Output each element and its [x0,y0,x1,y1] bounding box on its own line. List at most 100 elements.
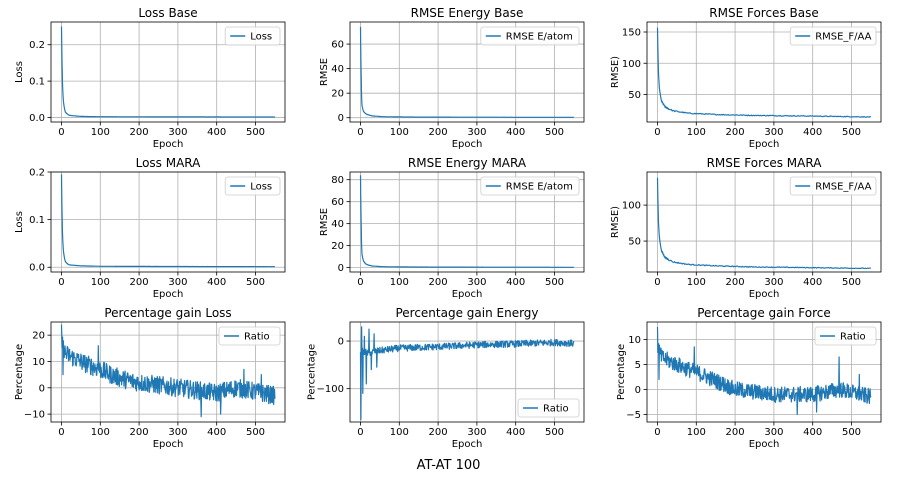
x-tick-label: 400 [803,127,822,138]
y-axis-label: Percentage [14,344,25,400]
subplot-4: 0 100 200 300 400 500 0.0 0.1 0.2 Loss MARA Epoch L… [14,156,286,300]
x-tick-label: 100 [687,427,706,438]
x-tick-label: 300 [467,277,486,288]
x-tick-label: 100 [687,277,706,288]
x-axis-label: Epoch [452,289,483,300]
x-tick-label: 400 [506,427,525,438]
x-axis-label: Epoch [749,289,780,300]
x-tick-label: 0 [357,127,363,138]
legend: Loss [224,26,281,46]
legend-label: RMSE_F/AA [815,182,871,193]
x-tick-label: 200 [429,277,448,288]
legend-label: RMSE_F/AA [815,32,871,43]
y-tick-label: 150 [622,28,641,39]
x-axis-label: Epoch [749,439,780,450]
axes-frame [349,171,585,273]
x-tick-label: 500 [842,427,861,438]
y-tick-label: 50 [628,90,641,101]
y-tick-label: 5 [635,360,641,371]
y-tick-label: 40 [331,64,344,75]
legend-box [218,326,281,346]
y-tick-label: 0 [635,385,641,396]
axes-frame [50,321,286,423]
x-tick-label: 500 [545,277,564,288]
y-axis-label: RMSE) [610,56,621,88]
x-tick-label: 0 [654,127,660,138]
subplot-title: RMSE Forces MARA [707,156,823,170]
x-tick-label: 300 [467,127,486,138]
x-tick-label: 300 [764,427,783,438]
legend-box [517,398,580,418]
subplot-title: RMSE Forces Base [709,6,818,20]
x-tick-label: 500 [246,127,265,138]
y-axis-label: Percentage [306,344,317,400]
x-tick-label: 0 [357,427,363,438]
axes-frame [646,321,882,423]
y-tick-label: 60 [331,40,344,51]
axes-frame [646,171,882,273]
legend-label: Loss [250,182,272,193]
x-tick-label: 200 [726,127,745,138]
series-line-3 [656,27,872,118]
x-tick-label: 200 [130,277,149,288]
y-tick-label: 80 [331,175,344,186]
legend: RMSE_F/AA [789,26,877,46]
x-tick-label: 100 [390,277,409,288]
series-line-8 [359,326,575,421]
y-tick-label: 0.0 [29,113,45,124]
x-tick-label: 200 [130,427,149,438]
subplot-8: 0 100 200 300 400 500 −100 0 Percentage gain Ene… [306,306,585,450]
legend-box [789,26,877,46]
x-tick-label: 300 [764,277,783,288]
y-tick-label: 40 [331,219,344,230]
legend-box [224,176,281,196]
x-tick-label: 500 [246,277,265,288]
x-tick-label: 400 [506,127,525,138]
x-axis-label: Epoch [749,139,780,150]
legend: Ratio [218,326,281,346]
y-tick-label: 20 [331,241,344,252]
x-tick-label: 200 [726,277,745,288]
x-tick-label: 300 [764,127,783,138]
series-line-7 [60,324,276,418]
x-axis-label: Epoch [153,139,184,150]
x-tick-label: 100 [91,277,110,288]
series-line-6 [656,177,871,270]
y-tick-label: 20 [331,89,344,100]
legend-box [814,326,877,346]
x-axis-label: Epoch [452,439,483,450]
x-tick-label: 300 [168,277,187,288]
legend-box [789,176,877,196]
x-tick-label: 400 [207,427,226,438]
x-tick-label: 200 [726,427,745,438]
series-line-9 [656,326,872,416]
subplot-6: 0 100 200 300 400 500 50 100 RMSE Forces MARA Epo… [610,156,882,300]
x-tick-label: 200 [429,127,448,138]
legend-box [224,26,281,46]
legend-label: Ratio [543,404,569,415]
x-axis-label: Epoch [153,439,184,450]
x-tick-label: 0 [58,127,64,138]
y-axis-label: Percentage [616,344,627,400]
x-tick-label: 500 [545,427,564,438]
subplot-title: Percentage gain Force [697,306,831,320]
y-tick-label: 60 [331,197,344,208]
axes-frame [349,321,585,423]
y-axis-label: RMSE [319,58,330,86]
subplot-title: Loss MARA [136,156,202,170]
legend: Ratio [517,398,580,418]
axes-frame [50,171,286,273]
y-tick-label: 20 [32,331,45,342]
x-tick-label: 100 [390,127,409,138]
y-tick-label: 0.2 [29,168,45,179]
subplot-title: Loss Base [138,6,197,20]
y-tick-label: 50 [628,237,641,248]
y-axis-label: Loss [14,211,25,233]
legend: Ratio [814,326,877,346]
x-tick-label: 0 [58,277,64,288]
legend-box [480,176,580,196]
axes-frame [646,21,882,123]
axes-frame [50,21,286,123]
subplot-title: Percentage gain Energy [395,306,538,320]
